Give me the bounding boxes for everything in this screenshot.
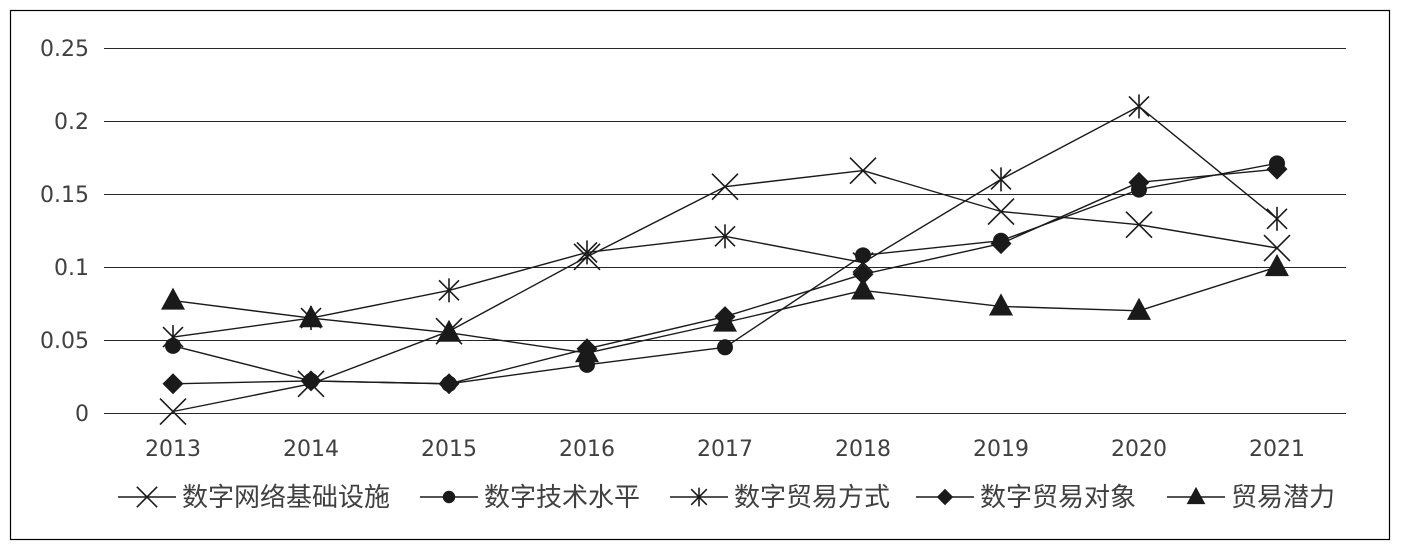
series-4-point-2019 [990,233,1012,255]
circle-dot [442,490,456,504]
series-5-point-2014 [299,305,323,328]
triangle-shape [851,277,875,300]
series-3-point-2021 [1266,206,1288,231]
legend-triangle-marker [1186,486,1206,505]
series-2-point-2017 [717,339,733,356]
diamond-shape [990,233,1012,255]
x-stroke [159,397,187,426]
x-tick-label: 2014 [283,437,339,462]
circle-dot [717,339,733,356]
series-5-point-2018 [851,277,875,300]
series-5-point-2019 [989,293,1013,316]
y-tick-label: 0.2 [54,110,89,135]
x-stroke [1125,211,1153,239]
y-tick-label: 0.15 [40,183,89,208]
series-1-point-2020 [1125,211,1153,239]
x-tick-label: 2018 [835,437,891,462]
series-4-point-2014 [300,370,322,392]
legend-label: 数字技术水平 [484,483,640,513]
x-tick-labels: 2013 2014 2015 2016 2017 2018 2019 2020 2021 [145,437,1305,462]
x-tick-label: 2017 [697,437,753,462]
legend-item-3: 数字贸易方式 [670,483,890,513]
legend: 数字网络基础设施 数字技术水平 数字贸易方式 数字贸易对象 贸易潜力 [118,483,1335,513]
series-5-point-2020 [1127,297,1151,320]
legend-item-2: 数字技术水平 [420,483,640,513]
legend-diamond-marker [936,488,954,506]
series-3-point-2019 [990,167,1012,192]
diamond-shape [936,488,954,506]
diamond-shape [1266,158,1288,180]
series-1-point-2018 [849,157,877,185]
series-group [159,94,1291,426]
legend-circle-marker [442,490,456,504]
x-tick-label: 2015 [421,437,477,462]
legend-label: 贸易潜力 [1231,483,1335,513]
series-1-line [172,169,1278,413]
y-tick-label: 0 [75,402,89,427]
series-3-point-2020 [1128,94,1150,119]
series-1-point-2019 [987,197,1015,226]
triangle-shape [1127,297,1151,320]
y-tick-label: 0.25 [40,37,89,62]
legend-item-1: 数字网络基础设施 [118,483,390,513]
series-4-point-2021 [1266,158,1288,180]
diamond-shape [300,370,322,392]
x-stroke [711,173,739,201]
series-3-point-2013 [162,325,184,350]
legend-label: 数字网络基础设施 [182,483,390,513]
diamond-shape [852,263,874,285]
diamond-shape [162,373,184,395]
x-tick-label: 2016 [559,437,615,462]
legend-label: 数字贸易对象 [980,483,1136,513]
y-tick-label: 0.05 [40,329,89,354]
legend-label: 数字贸易方式 [734,483,890,513]
series-4-point-2020 [1128,171,1150,193]
series-4-point-2015 [438,373,460,395]
legend-x-marker [136,486,158,508]
x-stroke [1263,234,1291,262]
series-4-point-2013 [162,373,184,395]
triangle-shape [989,293,1013,316]
triangle-shape [161,287,185,310]
triangle-shape [713,309,737,332]
series-1-point-2017 [711,173,739,201]
triangle-shape [575,340,599,363]
x-stroke [987,197,1015,226]
triangle-shape [1265,254,1289,277]
series-5-point-2013 [161,287,185,310]
x-stroke [849,157,877,185]
triangle-shape [1186,486,1206,505]
chart-border [9,9,1391,541]
series-4-point-2018 [852,263,874,285]
series-1-point-2021 [1263,234,1291,262]
legend-asterisk-marker [690,487,708,507]
x-tick-label: 2021 [1249,437,1305,462]
x-tick-label: 2019 [973,437,1029,462]
series-5-point-2021 [1265,254,1289,277]
x-tick-label: 2013 [145,437,201,462]
series-1-point-2013 [159,397,187,426]
diamond-shape [438,373,460,395]
y-tick-label: 0.1 [54,256,89,281]
series-3-point-2016 [576,240,598,265]
y-tick-labels: 0 0.05 0.1 0.15 0.2 0.25 [40,37,89,427]
diamond-shape [1128,171,1150,193]
triangle-shape [299,305,323,328]
x-stroke [136,486,158,508]
series-3-point-2015 [438,278,460,303]
x-tick-label: 2020 [1111,437,1167,462]
legend-item-4: 数字贸易对象 [916,483,1136,513]
series-5-point-2017 [713,309,737,332]
series-5-point-2015 [437,319,461,342]
legend-item-5: 贸易潜力 [1167,483,1335,513]
series-5-point-2016 [575,340,599,363]
triangle-shape [437,319,461,342]
series-3-point-2017 [714,224,736,249]
